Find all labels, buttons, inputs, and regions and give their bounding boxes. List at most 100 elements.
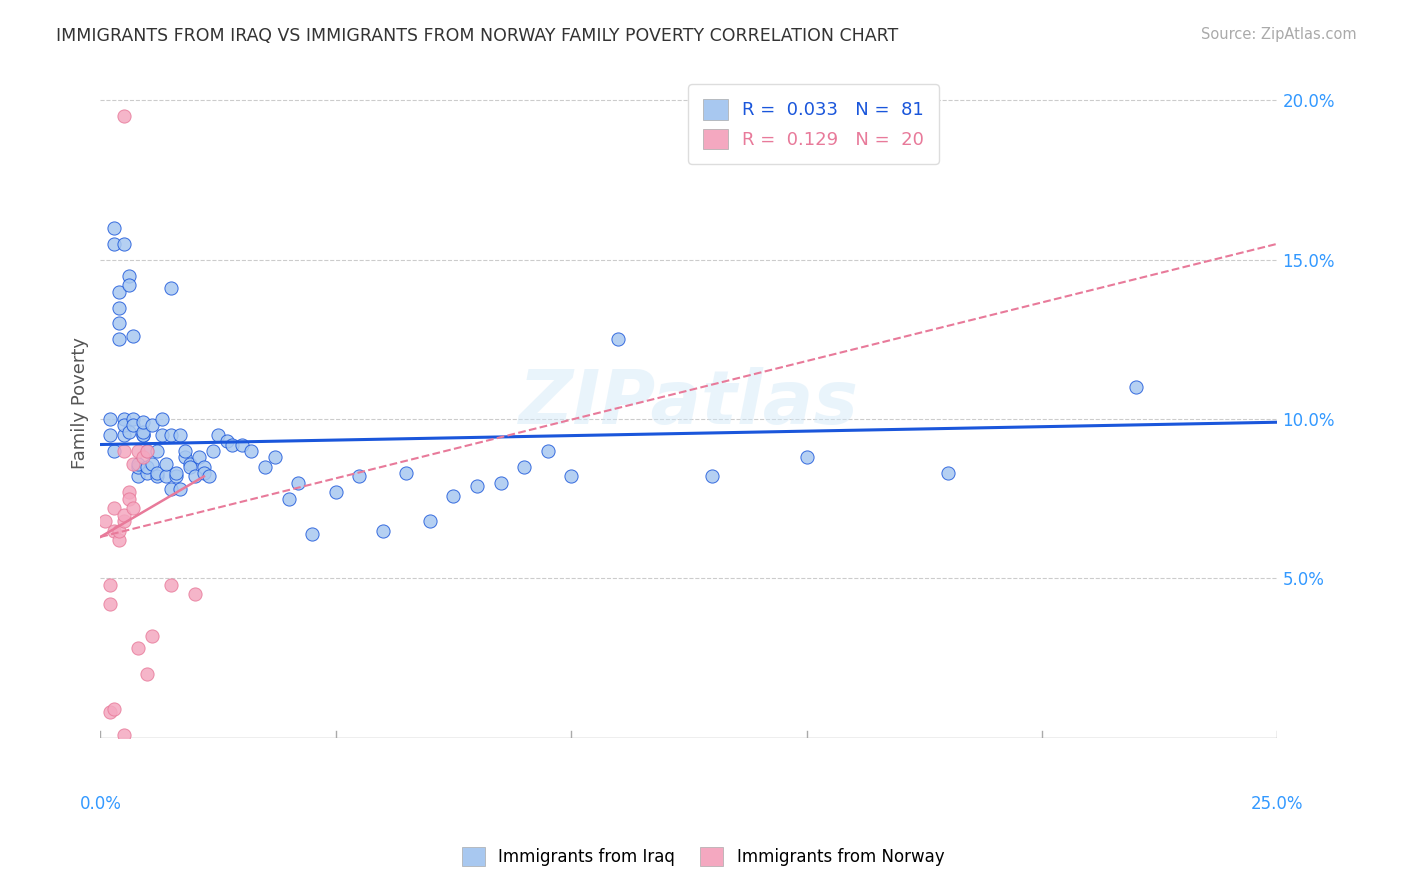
Point bbox=[197, 469, 219, 483]
Point bbox=[160, 428, 183, 442]
Point bbox=[1125, 380, 1147, 394]
Point bbox=[395, 467, 418, 481]
Point bbox=[231, 437, 253, 451]
Text: 0.0%: 0.0% bbox=[79, 795, 121, 813]
Point bbox=[122, 501, 145, 516]
Point bbox=[489, 475, 512, 490]
Point bbox=[193, 467, 215, 481]
Point bbox=[136, 443, 159, 458]
Point bbox=[103, 501, 125, 516]
Point bbox=[371, 524, 394, 538]
Point bbox=[103, 220, 125, 235]
Point bbox=[136, 467, 159, 481]
Point bbox=[183, 469, 205, 483]
Point bbox=[169, 482, 191, 496]
Point bbox=[117, 491, 139, 506]
Point bbox=[103, 236, 125, 251]
Point bbox=[108, 332, 131, 346]
Point bbox=[112, 443, 135, 458]
Point bbox=[112, 514, 135, 528]
Point bbox=[193, 459, 215, 474]
Point bbox=[117, 485, 139, 500]
Point bbox=[98, 428, 121, 442]
Point bbox=[112, 109, 135, 123]
Point bbox=[254, 459, 277, 474]
Point bbox=[112, 428, 135, 442]
Point bbox=[443, 489, 465, 503]
Point bbox=[188, 450, 211, 465]
Point bbox=[141, 457, 163, 471]
Point bbox=[127, 457, 149, 471]
Point bbox=[160, 578, 183, 592]
Point bbox=[136, 443, 159, 458]
Point bbox=[127, 469, 149, 483]
Point bbox=[349, 469, 371, 483]
Point bbox=[221, 437, 243, 451]
Point bbox=[179, 459, 201, 474]
Point bbox=[122, 412, 145, 426]
Point bbox=[155, 457, 177, 471]
Point bbox=[702, 469, 724, 483]
Text: IMMIGRANTS FROM IRAQ VS IMMIGRANTS FROM NORWAY FAMILY POVERTY CORRELATION CHART: IMMIGRANTS FROM IRAQ VS IMMIGRANTS FROM … bbox=[56, 27, 898, 45]
Point bbox=[112, 412, 135, 426]
Point bbox=[146, 469, 169, 483]
Point bbox=[132, 415, 155, 429]
Point bbox=[108, 317, 131, 331]
Point bbox=[146, 467, 169, 481]
Point bbox=[160, 482, 183, 496]
Point bbox=[141, 629, 163, 643]
Point bbox=[127, 459, 149, 474]
Point bbox=[98, 597, 121, 611]
Point bbox=[465, 479, 488, 493]
Text: Source: ZipAtlas.com: Source: ZipAtlas.com bbox=[1201, 27, 1357, 42]
Point bbox=[136, 459, 159, 474]
Point bbox=[240, 443, 263, 458]
Point bbox=[136, 667, 159, 681]
Text: ZIPatlas: ZIPatlas bbox=[519, 367, 859, 440]
Point bbox=[150, 412, 173, 426]
Point bbox=[108, 285, 131, 299]
Point bbox=[146, 443, 169, 458]
Point bbox=[103, 443, 125, 458]
Point bbox=[127, 641, 149, 656]
Point bbox=[112, 236, 135, 251]
Point bbox=[108, 524, 131, 538]
Point bbox=[277, 491, 299, 506]
Point bbox=[94, 514, 117, 528]
Point bbox=[122, 329, 145, 343]
Point bbox=[179, 457, 201, 471]
Point bbox=[132, 428, 155, 442]
Point bbox=[536, 443, 558, 458]
Point bbox=[607, 332, 630, 346]
Point bbox=[103, 702, 125, 716]
Point bbox=[217, 434, 239, 449]
Point bbox=[325, 485, 347, 500]
Point bbox=[174, 450, 197, 465]
Point bbox=[132, 428, 155, 442]
Legend: Immigrants from Iraq, Immigrants from Norway: Immigrants from Iraq, Immigrants from No… bbox=[453, 838, 953, 875]
Point bbox=[141, 418, 163, 433]
Point bbox=[103, 524, 125, 538]
Y-axis label: Family Poverty: Family Poverty bbox=[72, 337, 89, 469]
Point bbox=[174, 443, 197, 458]
Point bbox=[98, 412, 121, 426]
Point bbox=[202, 443, 225, 458]
Point bbox=[165, 467, 187, 481]
Point bbox=[419, 514, 441, 528]
Point bbox=[98, 578, 121, 592]
Point bbox=[183, 587, 205, 601]
Point bbox=[263, 450, 285, 465]
Point bbox=[560, 469, 582, 483]
Point bbox=[112, 418, 135, 433]
Point bbox=[98, 705, 121, 719]
Point bbox=[160, 281, 183, 295]
Point bbox=[112, 508, 135, 522]
Point bbox=[287, 475, 309, 490]
Point bbox=[122, 418, 145, 433]
Point bbox=[150, 428, 173, 442]
Point bbox=[513, 459, 536, 474]
Point bbox=[165, 469, 187, 483]
Point bbox=[117, 268, 139, 283]
Point bbox=[169, 428, 191, 442]
Point bbox=[108, 301, 131, 315]
